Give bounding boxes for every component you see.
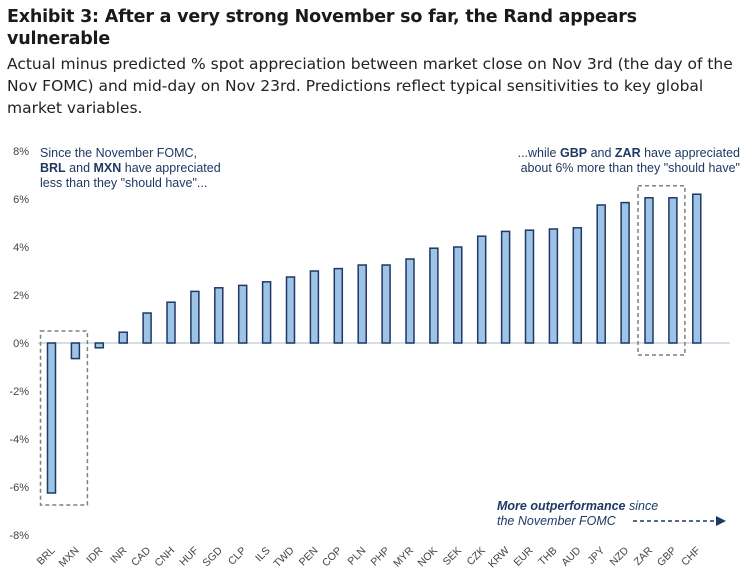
x-tick-label: ZAR — [632, 544, 656, 568]
y-tick-label: 2% — [13, 290, 29, 302]
x-tick-label: NZD — [607, 544, 631, 568]
y-tick-label: -6% — [9, 482, 29, 494]
x-tick-label: PEN — [297, 545, 321, 569]
outperformance-arrow — [633, 516, 726, 526]
bar-gbp — [668, 197, 678, 344]
y-tick-label: 6% — [13, 194, 29, 206]
annotation-bottom-line2: the November FOMC — [497, 514, 616, 528]
arrow-head — [716, 516, 726, 526]
annotation-left: Since the November FOMC, BRL and MXN hav… — [40, 146, 280, 191]
bar-brl — [46, 342, 57, 494]
y-tick-label: 4% — [13, 242, 29, 254]
x-tick-label: KRW — [486, 545, 512, 571]
x-tick-label: PHP — [368, 545, 392, 569]
bar-huf — [190, 290, 200, 344]
annotation-right-line2: about 6% more than they "should have" — [520, 161, 740, 175]
chart-title: Exhibit 3: After a very strong November … — [7, 7, 637, 49]
highlight-box-2 — [637, 185, 686, 356]
x-tick-label: JPY — [585, 545, 607, 567]
bar-krw — [500, 230, 511, 344]
chart-header: Exhibit 3: After a very strong November … — [7, 6, 739, 119]
x-tick-label: CZK — [464, 545, 487, 568]
annotation-right-rest: have appreciated — [640, 146, 740, 160]
x-tick-label: MXN — [57, 545, 82, 570]
bar-myr — [405, 258, 415, 344]
bar-twd — [285, 276, 296, 344]
bar-cad — [142, 312, 152, 344]
annotation-right-zar: ZAR — [614, 146, 641, 160]
x-tick-label: BRL — [35, 545, 58, 568]
bar-inr — [118, 331, 128, 344]
annotation-bottom-bold: More outperformance — [497, 499, 626, 513]
x-tick-label: CHF — [679, 545, 703, 569]
annotation-right-pre: ...while — [517, 146, 560, 160]
highlight-box-1 — [39, 330, 89, 506]
bar-jpy — [596, 204, 606, 344]
bar-sek — [453, 246, 463, 344]
x-tick-label: CAD — [129, 544, 153, 568]
bar-eur — [524, 229, 535, 344]
bar-aud — [572, 227, 583, 344]
x-tick-label: AUD — [559, 544, 583, 568]
bar-zar — [644, 197, 654, 344]
x-tick-label: INR — [108, 544, 130, 566]
annotation-left-rest: have appreciated — [121, 161, 221, 175]
x-tick-label: ILS — [253, 545, 273, 565]
bar-nok — [429, 247, 439, 344]
y-axis: 8% 6% 4% 2% 0% -2% -4% -6% -8% — [9, 146, 29, 542]
annotation-left-mxn: MXN — [93, 161, 122, 175]
x-tick-label: TWD — [271, 544, 297, 570]
annotation-bottom: More outperformance since the November F… — [497, 499, 737, 529]
y-tick-label: 8% — [13, 146, 29, 158]
bars — [46, 193, 702, 494]
annotation-left-line3: less than they "should have"... — [40, 176, 208, 190]
x-tick-label: SGD — [200, 544, 225, 569]
bar-idr — [94, 342, 105, 349]
bar-clp — [237, 284, 248, 344]
x-tick-label: NOK — [415, 545, 440, 570]
annotation-left-brl: BRL — [40, 161, 66, 175]
x-tick-label: GBP — [655, 545, 679, 569]
highlight-boxes — [39, 185, 686, 506]
x-tick-label: COP — [320, 545, 345, 570]
annotation-bottom-rest: since — [625, 499, 659, 513]
x-tick-label: CLP — [226, 545, 249, 568]
annotation-left-line1: Since the November FOMC, — [40, 146, 197, 160]
x-tick-label: IDR — [84, 544, 106, 566]
chart-subtitle: Actual minus predicted % spot appreciati… — [7, 55, 733, 117]
bar-ils — [261, 281, 272, 344]
bar-mxn — [70, 342, 81, 360]
x-tick-label: THB — [536, 545, 559, 568]
bar-thb — [548, 228, 559, 344]
annotation-right-gbp: GBP — [560, 146, 588, 160]
x-tick-label: PLN — [345, 545, 368, 568]
bar-cop — [333, 267, 344, 344]
annotation-right: ...while GBP and ZAR have appreciated ab… — [420, 146, 740, 176]
y-tick-label: -2% — [9, 386, 29, 398]
annotation-right-and: and — [587, 146, 615, 160]
y-tick-label: 0% — [13, 338, 29, 350]
y-tick-label: -4% — [9, 434, 29, 446]
x-tick-label: SEK — [441, 545, 464, 568]
bar-pln — [357, 264, 367, 344]
bar-chf — [692, 193, 702, 344]
y-tick-label: -8% — [9, 530, 29, 542]
bar-php — [381, 264, 391, 344]
x-tick-label: HUF — [177, 545, 201, 569]
bar-pen — [309, 270, 320, 344]
annotation-left-and: and — [65, 161, 94, 175]
bar-sgd — [214, 287, 224, 344]
x-tick-label: EUR — [511, 544, 535, 568]
x-tick-label: CNH — [153, 545, 178, 570]
bar-nzd — [620, 201, 630, 344]
bar-cnh — [166, 301, 176, 344]
bar-czk — [476, 235, 487, 344]
x-tick-label: MYR — [391, 544, 416, 569]
